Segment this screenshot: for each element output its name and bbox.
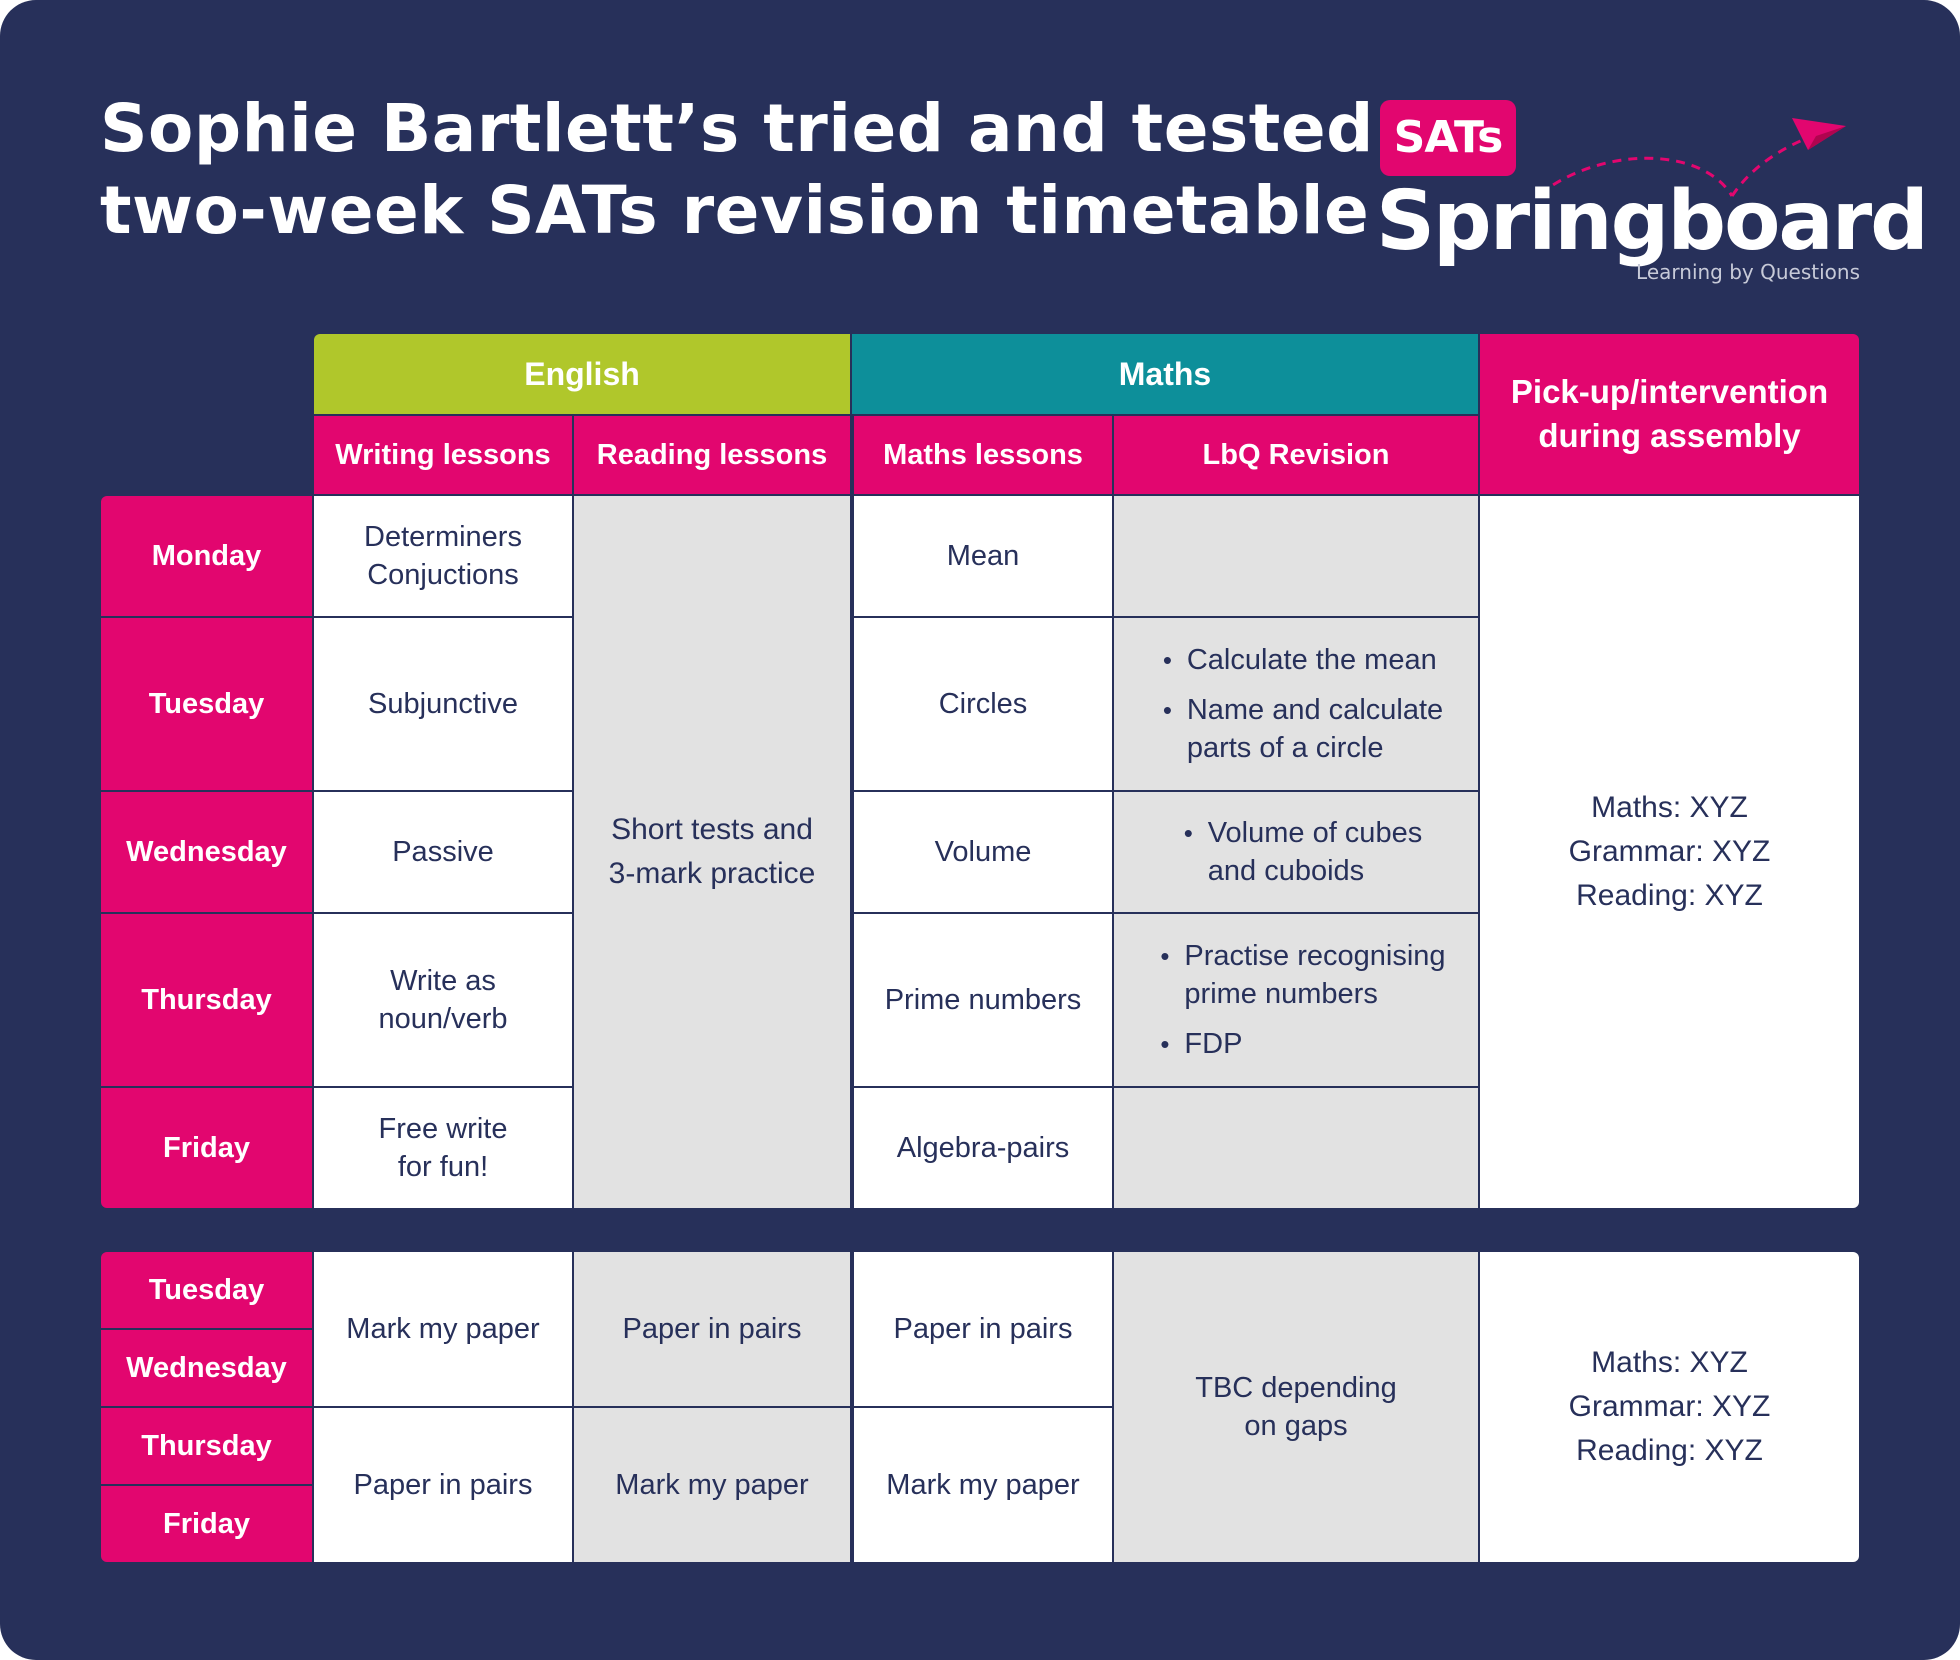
cell-text: Reading: XYZ — [1576, 879, 1763, 912]
writing-cell: Subjunctive — [314, 618, 572, 790]
bullet-list: Volume of cubes and cuboids — [1162, 814, 1430, 890]
cell-text: Grammar: XYZ — [1568, 1390, 1771, 1423]
lbq-revision-header: LbQ Revision — [1114, 416, 1478, 494]
cell-text: noun/verb — [378, 1003, 508, 1035]
cell-text: and cuboids — [1207, 855, 1365, 887]
reading-lessons-header: Reading lessons — [574, 416, 850, 494]
cell-text: Reading: XYZ — [1576, 1434, 1763, 1467]
pickup-header-line-1: Pick-up/intervention — [1510, 373, 1829, 410]
cell-text: Passive — [392, 836, 494, 868]
springboard-logo: SATs Springboard Learning by Questions — [1372, 96, 1929, 286]
lbq-cell: Calculate the mean Name and calculate par… — [1114, 618, 1478, 790]
bullet-item: Name and calculate parts of a circle — [1163, 691, 1443, 767]
writing-cell: Determiners Conjuctions — [314, 496, 572, 616]
title-line-2: two-week SATs revision timetable — [100, 172, 1370, 249]
day-label: Thursday — [101, 914, 312, 1086]
bullet-item: Practise recognising prime numbers — [1160, 937, 1445, 1013]
writing-cell: Passive — [314, 792, 572, 912]
pickup-header: Pick-up/intervention during assembly — [1480, 334, 1859, 494]
bullet-item: Calculate the mean — [1163, 641, 1443, 679]
day-label: Friday — [101, 1088, 312, 1208]
cell-text: Practise recognising — [1184, 940, 1446, 972]
maths-header: Maths — [852, 334, 1478, 414]
cell-text: Short tests and — [611, 813, 813, 846]
cell-text: TBC depending — [1195, 1372, 1397, 1404]
lbq-cell-empty — [1114, 1088, 1478, 1208]
lbq-cell-empty — [1114, 496, 1478, 616]
bullet-list: Calculate the mean Name and calculate par… — [1141, 641, 1451, 767]
cell-text: on gaps — [1244, 1410, 1348, 1442]
cell-text: Calculate the mean — [1186, 644, 1437, 676]
maths-cell: Paper in pairs — [854, 1252, 1112, 1406]
springboard-wordmark: Springboard — [1376, 174, 1929, 269]
reading-cell: Mark my paper — [574, 1408, 850, 1562]
day-label: Monday — [101, 496, 312, 616]
cell-text: FDP — [1184, 1028, 1243, 1060]
cell-text: Write as — [390, 965, 496, 997]
maths-cell: Mean — [854, 496, 1112, 616]
cell-text: prime numbers — [1184, 978, 1378, 1010]
day-label: Wednesday — [101, 792, 312, 912]
maths-cell: Prime numbers — [854, 914, 1112, 1086]
maths-cell: Mark my paper — [854, 1408, 1112, 1562]
cell-text: Free write — [378, 1113, 508, 1145]
bullet-item: Volume of cubes and cuboids — [1184, 814, 1422, 890]
day-label: Tuesday — [101, 1252, 312, 1328]
english-header: English — [314, 334, 850, 414]
cell-text: Conjuctions — [367, 559, 519, 591]
pickup-cell: Maths: XYZ Grammar: XYZ Reading: XYZ — [1480, 496, 1859, 1208]
day-label: Wednesday — [101, 1330, 312, 1406]
sats-badge: SATs — [1380, 100, 1516, 176]
writing-cell: Free write for fun! — [314, 1088, 572, 1208]
maths-cell: Circles — [854, 618, 1112, 790]
pickup-header-line-2: during assembly — [1538, 417, 1801, 454]
lbq-cell: TBC depending on gaps — [1114, 1252, 1478, 1562]
cell-text: Maths: XYZ — [1591, 1346, 1748, 1379]
bullet-item: FDP — [1160, 1025, 1445, 1063]
bullet-list: Practise recognising prime numbers FDP — [1138, 937, 1453, 1063]
writing-cell: Paper in pairs — [314, 1408, 572, 1562]
cell-text: Volume of cubes — [1207, 817, 1423, 849]
maths-lessons-header: Maths lessons — [854, 416, 1112, 494]
cell-text: Maths: XYZ — [1591, 791, 1748, 824]
lbq-cell: Volume of cubes and cuboids — [1114, 792, 1478, 912]
writing-cell: Write as noun/verb — [314, 914, 572, 1086]
cell-text: parts of a circle — [1186, 732, 1384, 764]
maths-cell: Algebra-pairs — [854, 1088, 1112, 1208]
pickup-cell: Maths: XYZ Grammar: XYZ Reading: XYZ — [1480, 1252, 1859, 1562]
cell-text: for fun! — [397, 1151, 489, 1183]
writing-cell: Mark my paper — [314, 1252, 572, 1406]
lbq-cell: Practise recognising prime numbers FDP — [1114, 914, 1478, 1086]
logo-tagline: Learning by Questions — [1636, 260, 1860, 284]
cell-text: 3-mark practice — [608, 857, 816, 890]
day-label: Thursday — [101, 1408, 312, 1484]
cell-text: Subjunctive — [368, 688, 518, 720]
paper-plane-icon — [1539, 118, 1846, 197]
writing-lessons-header: Writing lessons — [314, 416, 572, 494]
cell-text: Determiners — [364, 521, 522, 553]
cell-text: Grammar: XYZ — [1568, 835, 1771, 868]
reading-cell: Short tests and 3-mark practice — [574, 496, 850, 1208]
cell-text: Name and calculate — [1186, 694, 1444, 726]
day-label: Friday — [101, 1486, 312, 1562]
maths-cell: Volume — [854, 792, 1112, 912]
title-line-1: Sophie Bartlett’s tried and tested — [100, 90, 1374, 167]
reading-cell: Paper in pairs — [574, 1252, 850, 1406]
page-title: Sophie Bartlett’s tried and tested two-w… — [100, 88, 1374, 252]
day-label: Tuesday — [101, 618, 312, 790]
